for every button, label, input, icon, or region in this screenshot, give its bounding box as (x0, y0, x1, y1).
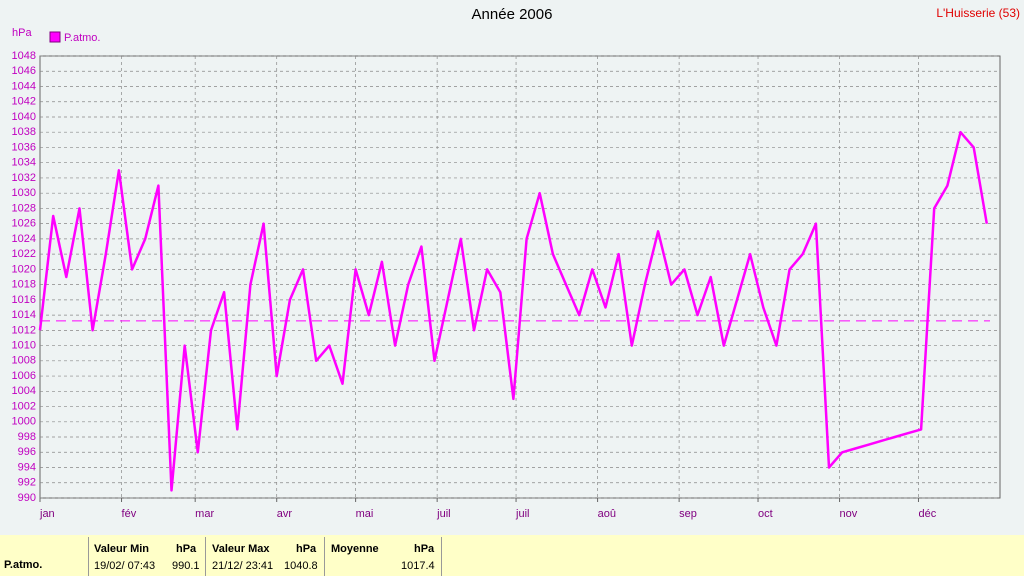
y-tick-label: 1020 (12, 263, 36, 275)
y-tick-label: 996 (18, 446, 36, 458)
y-tick-label: 1030 (12, 187, 36, 199)
y-tick-label: 1022 (12, 248, 36, 260)
stat-unit: hPa (296, 543, 317, 555)
x-tick-label: avr (277, 508, 293, 520)
x-tick-label: déc (918, 508, 936, 520)
y-tick-label: 1004 (12, 385, 36, 397)
y-tick-label: 1000 (12, 416, 36, 428)
y-tick-label: 1042 (12, 96, 36, 108)
y-tick-label: 1014 (12, 309, 36, 321)
x-tick-label: fév (122, 508, 137, 520)
legend-label: P.atmo. (64, 32, 101, 44)
separator (88, 537, 89, 576)
chart: Année 2006 L'Huisserie (53) hPa P.atmo. … (12, 6, 1020, 520)
separator (441, 537, 442, 576)
stat-unit: hPa (176, 543, 197, 555)
y-tick-label: 1008 (12, 355, 36, 367)
y-tick-label: 1044 (12, 80, 36, 92)
y-tick-label: 1002 (12, 400, 36, 412)
y-tick-label: 1018 (12, 279, 36, 291)
x-tick-label: sep (679, 508, 697, 520)
stat-value: 1040.8 (284, 560, 318, 572)
y-tick-label: 1032 (12, 172, 36, 184)
y-tick-label: 1046 (12, 65, 36, 77)
separator (205, 537, 206, 576)
y-tick-label: 1034 (12, 157, 36, 169)
x-tick-label: jan (39, 508, 55, 520)
x-tick-label: juil (515, 508, 529, 520)
stat-value: 1017.4 (401, 560, 435, 572)
stat-date: 21/12/ 23:41 (212, 560, 274, 572)
line-series (38, 130, 989, 492)
y-tick-label: 1040 (12, 111, 36, 123)
x-tick-label: nov (840, 508, 858, 520)
legend-swatch (49, 31, 61, 43)
y-tick-label: 1048 (12, 50, 36, 62)
y-tick-label: 1010 (12, 339, 36, 351)
y-tick-label: 992 (18, 477, 36, 489)
y-tick-label: 1016 (12, 294, 36, 306)
y-tick-label: 1006 (12, 370, 36, 382)
y-tick-label: 998 (18, 431, 36, 443)
plot-frame (39, 55, 1001, 499)
y-tick-label: 1024 (12, 233, 36, 245)
separator (324, 537, 325, 576)
x-tick-label: mai (356, 508, 374, 520)
row-label: P.atmo. (4, 559, 43, 571)
x-tick-label: oct (758, 508, 773, 520)
stat-title: Moyenne (331, 543, 379, 555)
stat-title: Valeur Max (212, 543, 270, 555)
stat-date: 19/02/ 07:43 (94, 560, 156, 572)
y-tick-label: 1028 (12, 202, 36, 214)
y-tick-label: 1026 (12, 218, 36, 230)
x-tick-label: mar (195, 508, 214, 520)
y-tick-label: 1012 (12, 324, 36, 336)
stats-footer: P.atmo. Valeur Min hPa 19/02/ 07:43 990.… (0, 535, 1024, 576)
station-name: L'Huisserie (53) (936, 6, 1020, 20)
y-tick-label: 994 (18, 461, 36, 473)
stat-value: 990.1 (172, 560, 200, 572)
x-tick-label: aoû (598, 508, 616, 520)
y-tick-label: 1038 (12, 126, 36, 138)
stat-title: Valeur Min (94, 543, 150, 555)
chart-title: Année 2006 (472, 6, 553, 23)
y-tick-label: 990 (18, 492, 36, 504)
y-unit: hPa (12, 27, 32, 39)
x-tick-label: juil (436, 508, 450, 520)
y-tick-label: 1036 (12, 141, 36, 153)
stat-unit: hPa (414, 543, 435, 555)
